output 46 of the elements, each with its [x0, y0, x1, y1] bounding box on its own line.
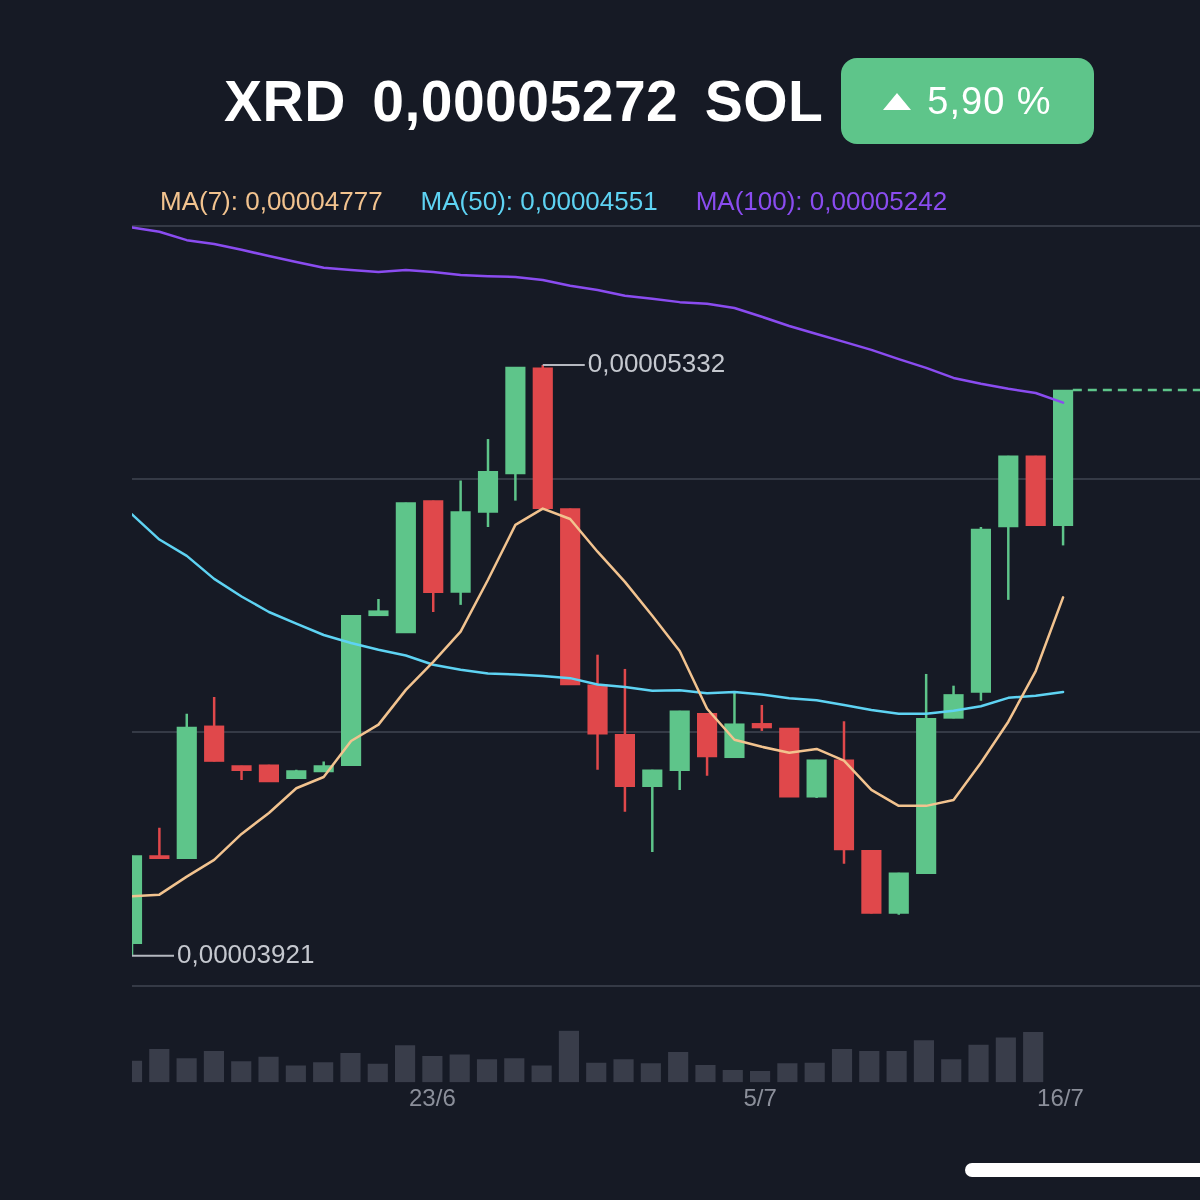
bar [285, 1065, 306, 1083]
bar [804, 1062, 825, 1083]
bar [722, 1070, 743, 1083]
bar [203, 1050, 224, 1083]
badge: 5,90 % [841, 58, 1094, 144]
bar [968, 1044, 989, 1083]
bar [886, 1050, 907, 1083]
bar [1023, 1031, 1044, 1083]
bar [941, 1059, 962, 1083]
bar [668, 1052, 689, 1083]
bar [640, 1063, 661, 1083]
bar [176, 1058, 197, 1083]
bar [913, 1040, 934, 1083]
bar [476, 1059, 498, 1083]
bar [613, 1059, 634, 1083]
candlestick [751, 703, 772, 733]
text: MA(100): 0,00005242 [695, 186, 948, 216]
candlestick [642, 768, 663, 854]
bar [531, 1065, 552, 1083]
text: MA(7): 0,00004777 [160, 186, 383, 216]
x-tick-label: 5/7 [743, 1084, 777, 1112]
bar [586, 1062, 607, 1083]
bar [995, 1037, 1016, 1083]
annotation: 0,00003921 [177, 938, 315, 969]
bar [340, 1053, 361, 1083]
candlestick [149, 826, 170, 860]
bar [558, 1030, 579, 1083]
annotation: 0,00005332 [587, 348, 726, 379]
bar [313, 1062, 334, 1083]
bar [231, 1061, 252, 1083]
bar [695, 1064, 716, 1083]
bar [258, 1056, 279, 1083]
bar [750, 1071, 771, 1083]
bar [367, 1063, 388, 1083]
chart-title: XRD 0,00005272 SOL [224, 68, 824, 135]
x-tick-label: 16/7 [1037, 1084, 1084, 1112]
bar [777, 1063, 798, 1083]
text: MA(50): 0,00004551 [420, 186, 658, 216]
bar [149, 1048, 170, 1083]
bar [831, 1048, 853, 1083]
bar [449, 1054, 470, 1083]
bar [422, 1056, 443, 1083]
x-tick-label: 23/6 [409, 1084, 456, 1112]
bar [395, 1045, 416, 1083]
bar [504, 1058, 525, 1083]
bar [859, 1050, 880, 1083]
